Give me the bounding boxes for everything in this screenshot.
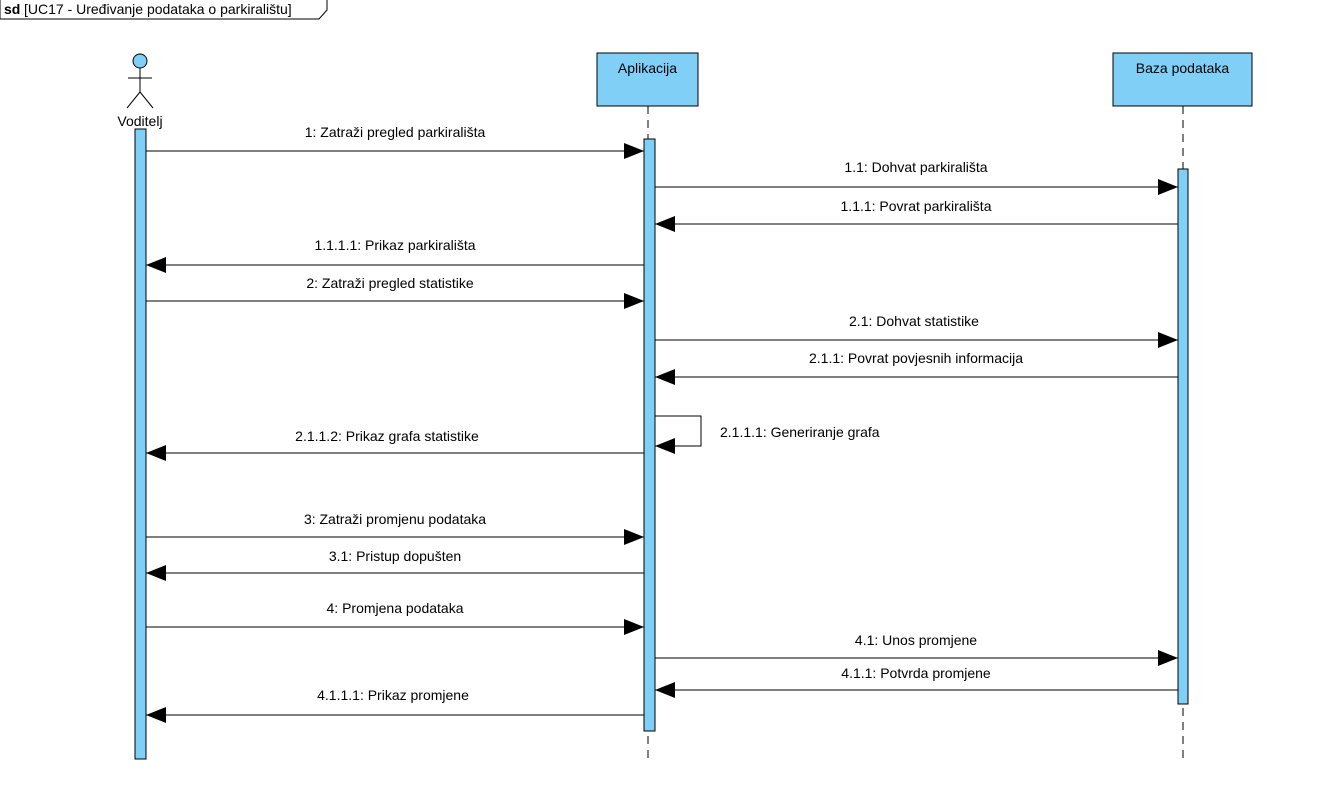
participant-name: Aplikacija [618,60,677,76]
message-label: 4: Promjena podataka [327,600,464,616]
participant-box [596,52,699,107]
message: 4.1: Unos promjene [655,632,1178,666]
actor-name: Voditelj [117,113,162,129]
message-label: 2.1.1.2: Prikaz grafa statistike [295,428,479,444]
self-message-arrowhead [655,438,675,454]
activation-bar-aplikacija [643,138,656,732]
message-self: 2.1.1.1: Generiranje grafa [655,415,880,454]
frame-keyword: sd [4,1,20,17]
message-label: 1.1.1: Povrat parkirališta [841,198,992,214]
message: 4.1.1: Potvrda promjene [655,665,1178,698]
participant-box [1112,52,1253,107]
message-label: 2.1.1: Povrat povjesnih informacija [809,350,1023,366]
self-message-loop [655,415,702,447]
message: 1: Zatraži pregled parkirališta [146,124,644,159]
message-label: 2.1.1.1: Generiranje grafa [720,424,880,440]
message-label: 2.1: Dohvat statistike [849,313,979,329]
message-label: 4.1.1.1: Prikaz promjene [317,687,469,703]
message: 4.1.1.1: Prikaz promjene [146,687,644,723]
message: 1.1: Dohvat parkirališta [655,159,1178,195]
frame-tab: sd [UC17 - Uređivanje podataka o parkira… [0,0,328,20]
message: 2.1: Dohvat statistike [655,313,1178,348]
message-label: 3: Zatraži promjenu podataka [304,511,486,527]
message-label: 1.1.1.1: Prikaz parkirališta [314,237,475,253]
participant-name: Baza podataka [1136,60,1230,76]
message: 2.1.1.2: Prikaz grafa statistike [146,428,644,461]
message: 3: Zatraži promjenu podataka [146,511,644,545]
activation-bar-baza-podataka [1177,168,1189,705]
actor-head [132,53,148,69]
message: 2: Zatraži pregled statistike [146,275,644,309]
message: 1.1.1.1: Prikaz parkirališta [146,237,644,273]
messages: 1: Zatraži pregled parkirališta 1.1: Doh… [146,124,1178,723]
message-label: 3.1: Pristup dopušten [329,548,461,564]
actor-right-leg [139,91,154,109]
message: 2.1.1: Povrat povjesnih informacija [655,350,1178,385]
message-label: 4.1.1: Potvrda promjene [841,665,991,681]
actor-voditelj: Voditelj [117,53,163,129]
message-label: 1: Zatraži pregled parkirališta [305,124,486,140]
actor-left-leg [126,91,141,109]
message-label: 1.1: Dohvat parkirališta [844,159,987,175]
message: 3.1: Pristup dopušten [146,548,644,581]
message: 4: Promjena podataka [146,600,644,635]
message: 1.1.1: Povrat parkirališta [655,198,1178,232]
activation-bar-voditelj [134,128,147,760]
message-label: 2: Zatraži pregled statistike [306,275,474,291]
message-label: 4.1: Unos promjene [855,632,977,648]
frame-title: [UC17 - Uređivanje podataka o parkirališ… [24,1,292,17]
